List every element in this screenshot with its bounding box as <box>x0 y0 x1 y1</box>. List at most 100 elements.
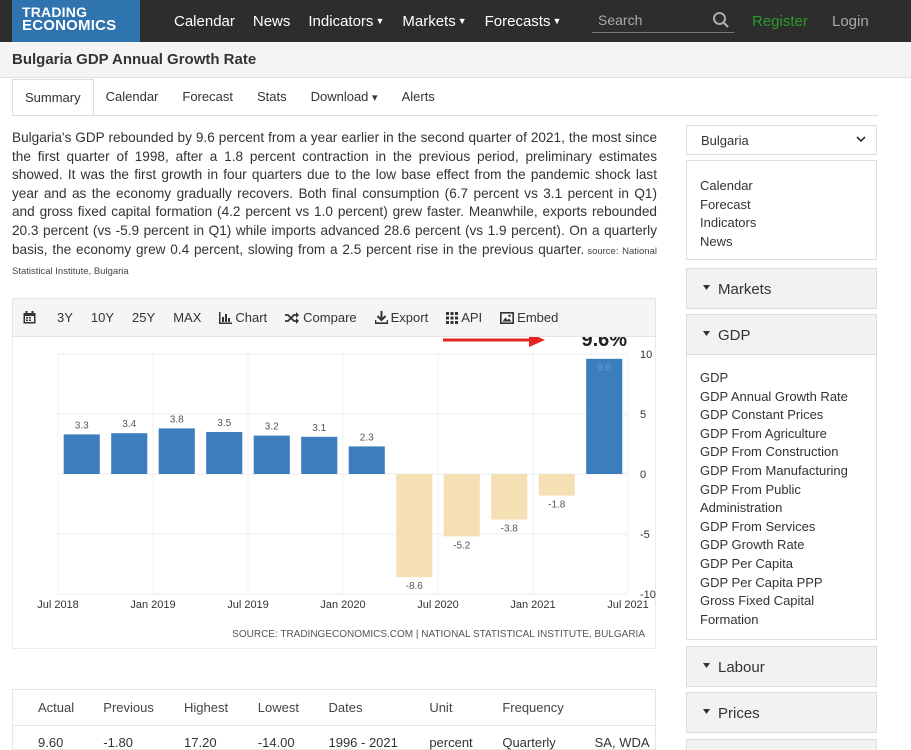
chart-bar <box>301 436 338 474</box>
x-tick-label: Jan 2021 <box>510 599 555 611</box>
caret-down-icon <box>703 709 710 714</box>
markets-section: Markets <box>686 268 877 309</box>
caret-down-icon <box>703 331 710 336</box>
nav-indicators[interactable]: Indicators ▼ <box>308 13 384 30</box>
stats-highest: 17.20 <box>184 734 217 750</box>
caret-down-icon: ▼ <box>375 15 385 26</box>
logo[interactable]: TRADING ECONOMICS <box>12 0 140 42</box>
chart-area: 10 5 0 -5 -10 Jul 2018 Jan 2019 Jul 2019 Jan 202… <box>12 337 656 649</box>
chart-bar <box>348 446 385 474</box>
stats-header: Highest <box>159 690 233 726</box>
login-link[interactable]: Login <box>832 13 869 30</box>
range-25y-button[interactable]: 25Y <box>132 310 156 325</box>
caret-down-icon: ▼ <box>552 15 562 26</box>
range-10y-button[interactable]: 10Y <box>90 310 115 325</box>
chart-bar <box>396 474 433 578</box>
chart-type-button[interactable]: Chart <box>219 310 267 325</box>
download-icon <box>374 311 388 324</box>
data-label: 9.6 <box>597 363 611 374</box>
gdp-link[interactable]: GDP Per Capita <box>700 555 793 571</box>
gdp-link[interactable]: GDP Growth Rate <box>700 537 805 553</box>
tab-forecast[interactable]: Forecast <box>182 89 233 104</box>
top-navbar: TRADING ECONOMICS Calendar News Indicato… <box>0 0 911 42</box>
gdp-link[interactable]: Gross Fixed Capital Formation <box>700 593 815 627</box>
stats-header <box>569 690 655 726</box>
country-select-value: Bulgaria <box>701 133 749 148</box>
gdp-section-header[interactable]: GDP <box>687 315 876 355</box>
nav-markets[interactable]: Markets ▼ <box>402 13 466 30</box>
compare-label: Compare <box>303 310 357 325</box>
tab-calendar[interactable]: Calendar <box>105 89 159 104</box>
export-button[interactable]: Export <box>374 310 428 325</box>
tab-stats[interactable]: Stats <box>256 89 287 104</box>
tab-summary[interactable]: Summary <box>12 79 94 116</box>
data-label: 3.2 <box>265 422 279 433</box>
stats-header: Frequency <box>477 690 570 726</box>
description: Bulgaria's GDP rebounded by 9.6 percent … <box>12 129 657 282</box>
shuffle-icon <box>285 311 300 324</box>
data-label: 3.3 <box>75 420 89 431</box>
x-tick-label: Jul 2020 <box>417 599 459 611</box>
register-link[interactable]: Register <box>752 13 808 30</box>
search-input[interactable] <box>592 9 704 31</box>
stats-unit: percent <box>429 734 473 750</box>
annotation-arrow-head <box>529 337 545 347</box>
next-section-header[interactable] <box>687 740 876 750</box>
gdp-link[interactable]: GDP <box>700 370 729 385</box>
gdp-link[interactable]: GDP From Construction <box>700 444 839 460</box>
nav-news[interactable]: News <box>253 13 291 30</box>
description-text: Bulgaria's GDP rebounded by 9.6 percent … <box>12 130 657 257</box>
page-tabs: Summary Calendar Forecast Stats Download… <box>12 79 447 116</box>
country-select[interactable]: Bulgaria <box>686 125 877 155</box>
prices-section-header[interactable]: Prices <box>687 693 876 732</box>
embed-button[interactable]: Embed <box>500 310 558 325</box>
gdp-link[interactable]: GDP From Manufacturing <box>700 462 848 478</box>
tab-download[interactable]: Download ▾ <box>299 79 390 115</box>
gdp-links: GDP GDP Annual Growth Rate GDP Constant … <box>687 355 876 637</box>
stats-value-row: 9.60 -1.80 17.20 -14.00 1996 - 2021 perc… <box>13 725 655 750</box>
data-label: 3.8 <box>170 414 184 425</box>
nav-forecasts[interactable]: Forecasts ▼ <box>485 13 562 30</box>
nav-news-label: News <box>252 12 291 30</box>
gdp-link[interactable]: GDP Constant Prices <box>700 407 824 423</box>
sidebar-link-calendar[interactable]: Calendar <box>700 178 753 193</box>
sidebar-link-news[interactable]: News <box>700 233 733 249</box>
stats-header: Previous <box>78 690 160 726</box>
logo-line2: ECONOMICS <box>22 17 117 34</box>
source-note: source: National Statistical Institute, … <box>12 245 657 278</box>
compare-button[interactable]: Compare <box>285 310 357 325</box>
gdp-link[interactable]: GDP Per Capita PPP <box>700 574 823 590</box>
country-links: Calendar Forecast Indicators News <box>687 161 876 259</box>
gdp-link[interactable]: GDP From Services <box>700 518 816 534</box>
gdp-link[interactable]: GDP Annual Growth Rate <box>700 388 848 404</box>
chart-bar <box>158 428 195 474</box>
range-3y-button[interactable]: 3Y <box>57 310 73 325</box>
gdp-section-title: GDP <box>718 327 751 344</box>
gdp-growth-chart: 10 5 0 -5 -10 Jul 2018 Jan 2019 Jul 2019 Jan 202… <box>37 337 656 640</box>
gdp-link[interactable]: GDP From Agriculture <box>700 425 827 441</box>
markets-section-header[interactable]: Markets <box>687 269 876 308</box>
x-tick-label: Jul 2018 <box>37 599 79 611</box>
search-icon[interactable] <box>712 11 730 29</box>
data-label: 3.1 <box>312 423 326 434</box>
country-links-box: Calendar Forecast Indicators News <box>686 160 877 260</box>
x-tick-label: Jan 2019 <box>130 599 175 611</box>
caret-down-icon <box>703 285 710 290</box>
labour-section-header[interactable]: Labour <box>687 647 876 686</box>
data-label: -1.8 <box>548 500 566 511</box>
caret-down-icon: ▼ <box>457 15 467 26</box>
data-label: 3.5 <box>217 418 231 429</box>
api-button[interactable]: API <box>446 310 482 325</box>
chart-bar <box>538 474 575 496</box>
tab-alerts[interactable]: Alerts <box>401 89 435 104</box>
gdp-link[interactable]: GDP From Public Administration <box>700 481 801 516</box>
sidebar-link-forecast[interactable]: Forecast <box>700 196 751 212</box>
y-tick-label: 10 <box>640 349 652 361</box>
range-max-button[interactable]: MAX <box>173 310 202 325</box>
y-tick-label: 5 <box>640 409 646 421</box>
calendar-range-button[interactable] <box>23 311 39 324</box>
nav-calendar[interactable]: Calendar <box>174 13 235 30</box>
sidebar-link-indicators[interactable]: Indicators <box>700 215 757 231</box>
stats-adjustment: SA, WDA <box>594 734 650 750</box>
data-label: -3.8 <box>501 524 519 535</box>
